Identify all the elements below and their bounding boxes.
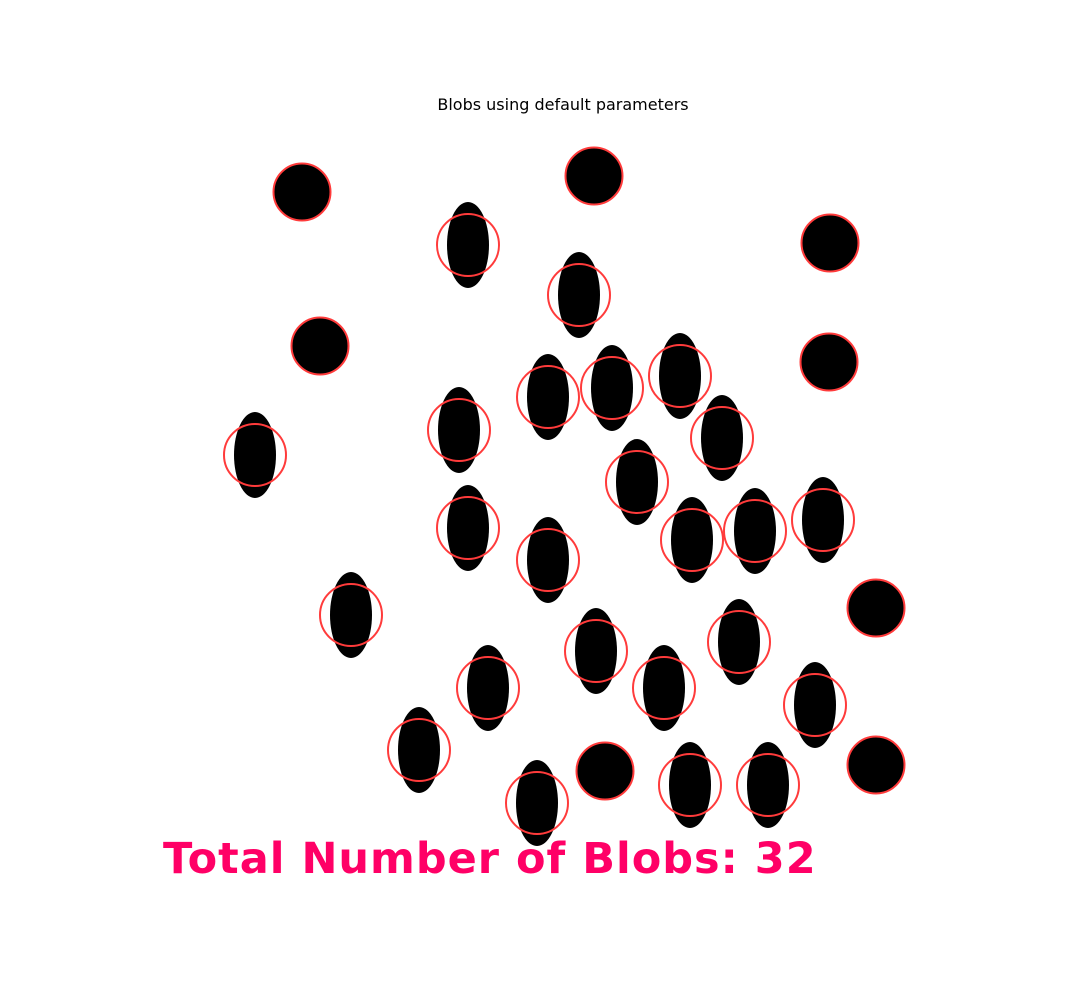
- round-blob: [801, 334, 857, 390]
- round-blob: [292, 318, 348, 374]
- keypoint-circle: [456, 656, 520, 720]
- keypoint-circle: [505, 771, 569, 835]
- keypoint-circle: [436, 496, 500, 560]
- elongated-blob: [330, 572, 372, 658]
- elongated-blob: [794, 662, 836, 748]
- keypoint-circle: [690, 406, 754, 470]
- round-blob: [848, 737, 904, 793]
- elongated-blob: [643, 645, 685, 731]
- elongated-blob: [438, 387, 480, 473]
- round-blob: [802, 215, 858, 271]
- keypoint-circle: [580, 356, 644, 420]
- elongated-blob: [398, 707, 440, 793]
- keypoint-circle: [516, 365, 580, 429]
- round-blob: [274, 164, 330, 220]
- keypoint-circle: [783, 673, 847, 737]
- elongated-blob: [718, 599, 760, 685]
- keypoint-circle: [516, 528, 580, 592]
- keypoint-circle: [547, 263, 611, 327]
- keypoint-circle: [723, 499, 787, 563]
- keypoint-circle: [387, 718, 451, 782]
- elongated-blob: [616, 439, 658, 525]
- keypoint-circle: [658, 753, 722, 817]
- keypoint-circle: [564, 619, 628, 683]
- elongated-blob: [447, 202, 489, 288]
- keypoint-circle: [564, 146, 624, 206]
- keypoint-circle: [800, 213, 860, 273]
- keypoint-circle: [272, 162, 332, 222]
- round-blob: [566, 148, 622, 204]
- round-blob: [848, 580, 904, 636]
- round-blob: [577, 743, 633, 799]
- elongated-blob: [527, 517, 569, 603]
- keypoint-circle: [846, 735, 906, 795]
- figure-title: Blobs using default parameters: [437, 95, 689, 114]
- elongated-blob: [527, 354, 569, 440]
- elongated-blob: [669, 742, 711, 828]
- elongated-blob: [234, 412, 276, 498]
- total-blobs-label: Total Number of Blobs: 32: [163, 834, 817, 884]
- keypoint-circle: [427, 398, 491, 462]
- keypoint-circle: [319, 583, 383, 647]
- elongated-blob: [447, 485, 489, 571]
- elongated-blob: [747, 742, 789, 828]
- keypoint-circle: [436, 213, 500, 277]
- keypoint-circle: [799, 332, 859, 392]
- keypoint-circle: [736, 753, 800, 817]
- keypoint-circle: [660, 508, 724, 572]
- elongated-blob: [802, 477, 844, 563]
- keypoint-circle: [648, 344, 712, 408]
- keypoint-circle: [791, 488, 855, 552]
- elongated-blob: [558, 252, 600, 338]
- elongated-blob: [734, 488, 776, 574]
- keypoint-circle: [575, 741, 635, 801]
- keypoint-circle: [707, 610, 771, 674]
- elongated-blob: [659, 333, 701, 419]
- keypoint-circle: [605, 450, 669, 514]
- elongated-blob: [516, 760, 558, 846]
- elongated-blob: [591, 345, 633, 431]
- keypoint-circle: [223, 423, 287, 487]
- elongated-blob: [575, 608, 617, 694]
- elongated-blob: [671, 497, 713, 583]
- elongated-blob: [467, 645, 509, 731]
- keypoint-circle: [290, 316, 350, 376]
- keypoint-circle: [632, 656, 696, 720]
- elongated-blob: [701, 395, 743, 481]
- keypoint-circle: [846, 578, 906, 638]
